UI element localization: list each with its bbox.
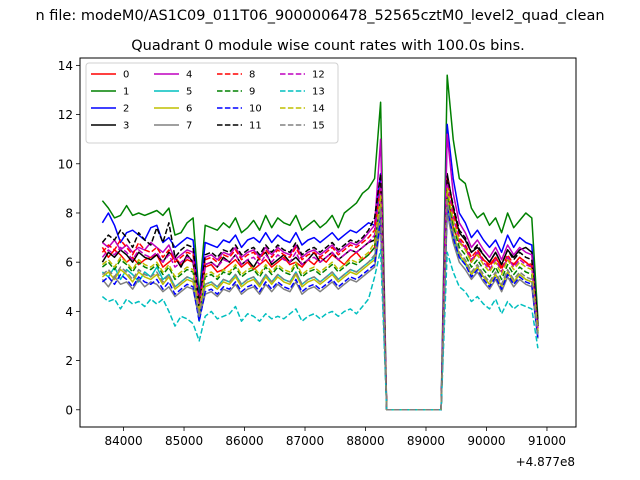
series-line-15 <box>101 199 539 411</box>
series-line-4 <box>101 133 539 411</box>
legend-label-14: 14 <box>312 104 325 115</box>
x-axis: 84000 85000 86000 87000 88000 89000 90000 91000 <box>104 427 566 448</box>
y-tick-label: 14 <box>58 59 73 73</box>
x-offset-label: +4.877e8 <box>516 455 575 469</box>
legend-label-6: 6 <box>186 104 192 115</box>
y-tick-label: 6 <box>65 256 73 270</box>
x-tick-label: 88000 <box>346 434 384 448</box>
series-line-9 <box>101 192 539 411</box>
series-line-12 <box>101 182 539 411</box>
series-line-6 <box>101 197 539 411</box>
y-tick-label: 2 <box>65 354 73 368</box>
legend-label-0: 0 <box>123 70 129 81</box>
y-tick-label: 8 <box>65 206 73 220</box>
y-tick-label: 4 <box>65 305 73 319</box>
series-line-14 <box>101 187 539 411</box>
y-tick-label: 12 <box>58 108 73 122</box>
y-axis: 0 2 4 6 8 10 12 14 <box>58 59 80 417</box>
series-line-7 <box>101 212 539 411</box>
x-tick-label: 84000 <box>104 434 142 448</box>
x-tick-label: 87000 <box>286 434 324 448</box>
legend-label-3: 3 <box>123 121 129 132</box>
y-tick-label: 0 <box>65 403 73 417</box>
legend-label-11: 11 <box>249 121 262 132</box>
legend-box <box>85 62 339 144</box>
legend-label-10: 10 <box>249 104 262 115</box>
x-tick-label: 90000 <box>467 434 505 448</box>
series-line-11 <box>101 172 539 411</box>
chart-title: Quadrant 0 module wise count rates with … <box>131 38 525 54</box>
figure-suptitle: n file: modeM0/AS1C09_011T06_9000006478_… <box>35 8 604 24</box>
series-layer <box>101 74 539 411</box>
y-tick-label: 10 <box>58 157 73 171</box>
x-tick-label: 85000 <box>165 434 203 448</box>
legend-label-13: 13 <box>312 87 325 98</box>
legend-label-4: 4 <box>186 70 192 81</box>
legend-label-12: 12 <box>312 70 325 81</box>
legend-label-2: 2 <box>123 104 129 115</box>
plot-frame <box>79 57 577 428</box>
legend-label-1: 1 <box>123 87 129 98</box>
x-tick-label: 86000 <box>225 434 263 448</box>
series-line-13 <box>101 249 539 411</box>
x-tick-label: 91000 <box>528 434 566 448</box>
series-line-1 <box>101 74 539 411</box>
series-line-8 <box>101 177 539 411</box>
series-line-10 <box>101 204 539 411</box>
legend-label-7: 7 <box>186 121 192 132</box>
legend-label-8: 8 <box>249 70 255 81</box>
x-tick-label: 89000 <box>407 434 445 448</box>
legend-label-5: 5 <box>186 87 192 98</box>
legend-label-15: 15 <box>312 121 325 132</box>
legend-label-9: 9 <box>249 87 255 98</box>
series-line-2 <box>101 123 539 411</box>
